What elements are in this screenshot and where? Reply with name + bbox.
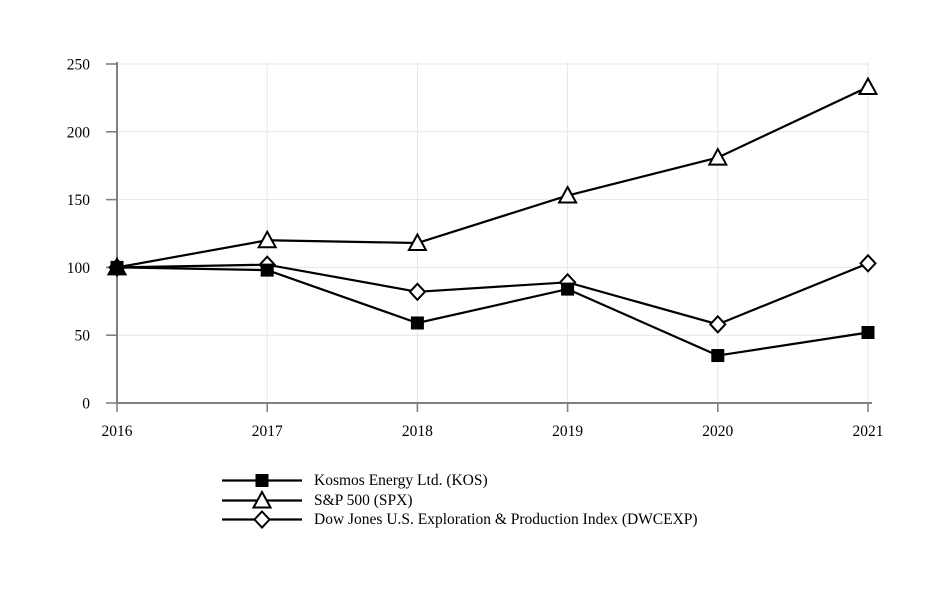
triangle-marker-icon [857,76,879,96]
triangle-marker-icon [407,232,428,251]
legend-label-dwcexp: Dow Jones U.S. Exploration & Production … [314,511,698,528]
triangle-marker-icon [707,146,728,166]
square-marker-icon [255,474,269,488]
x-axis-tick-label: 2020 [702,423,733,440]
axis-labels: 0 50 100 150 200 250 2016 2017 2018 2019 2020 2021 [67,57,884,441]
legend-item-dwcexp: Dow Jones U.S. Exploration & Production … [222,510,698,530]
triangle-marker-icon [557,184,578,204]
diamond-marker-icon [859,253,877,273]
open-triangle-marker-icon [222,489,302,509]
series-0 [110,260,875,363]
series-1 [106,76,879,276]
chart-legend: Kosmos Energy Ltd. (KOS) S&P 500 (SPX) D… [222,471,698,530]
y-axis-tick-label: 100 [67,260,91,277]
legend-label-spx: S&P 500 (SPX) [314,491,413,509]
x-axis-tick-label: 2018 [402,423,433,440]
diamond-marker-icon [408,282,427,302]
gridlines [117,62,869,403]
y-axis-tick-label: 0 [82,396,90,413]
diamond-marker-icon [708,314,727,334]
square-marker-icon [260,263,274,277]
triangle-marker-icon [251,489,273,509]
square-marker-icon [861,325,875,339]
square-marker-icon [110,260,124,274]
legend-item-kos: Kosmos Energy Ltd. (KOS) [222,471,698,491]
triangle-marker-icon [257,229,278,249]
series-line [116,262,869,326]
open-diamond-marker-icon [222,510,302,530]
square-marker-icon [410,316,424,330]
legend-item-spx: S&P 500 (SPX) [222,489,698,511]
y-axis-tick-label: 150 [67,192,91,209]
y-axis-tick-label: 200 [67,124,91,141]
series-line [116,266,869,357]
filled-square-marker-icon [222,474,302,488]
square-marker-icon [561,282,575,296]
x-axis-tick-label: 2016 [102,423,133,440]
series-line [116,86,869,269]
y-axis-tick-label: 250 [67,57,91,74]
x-axis-tick-label: 2017 [252,423,283,440]
diamond-marker-icon [253,510,271,530]
axes [106,62,872,412]
legend-label-kos: Kosmos Energy Ltd. (KOS) [314,472,488,489]
x-axis-tick-label: 2019 [552,423,583,440]
x-axis-tick-label: 2021 [853,423,884,440]
series-2 [108,253,877,334]
square-marker-icon [711,349,725,363]
y-axis-tick-label: 50 [75,328,91,345]
